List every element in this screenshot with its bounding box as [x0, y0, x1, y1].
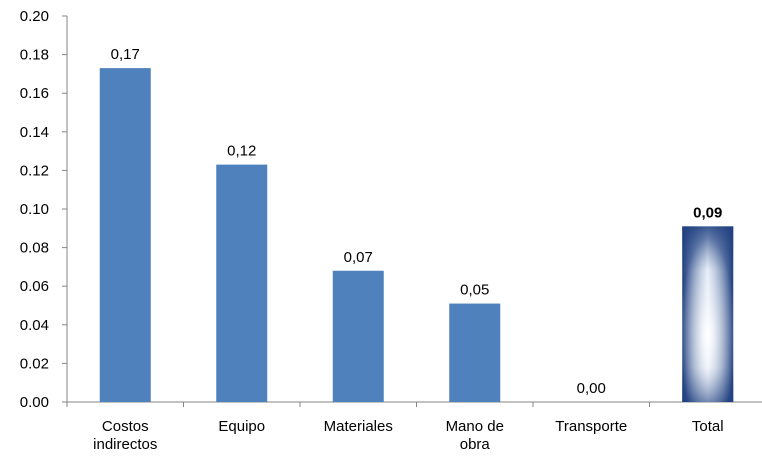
- y-tick-label: 0.20: [20, 8, 49, 25]
- data-labels: 0,17 0,12 0,07 0,05 0,00 0,09: [111, 46, 723, 397]
- y-axis: 0.00 0.02 0.04 0.06 0.08 0.10 0.12 0.14 0.16 0.18…: [20, 8, 762, 411]
- y-tick-label: 0.06: [20, 278, 49, 295]
- bar: [332, 270, 384, 402]
- y-tick-label: 0.16: [20, 85, 49, 102]
- bar: [216, 164, 268, 402]
- y-tick-label: 0.08: [20, 240, 49, 257]
- x-tick-label: Costos indirectos: [93, 418, 157, 453]
- x-tick-label: Total: [692, 418, 724, 435]
- y-tick-label: 0.10: [20, 201, 49, 218]
- x-axis: Costos indirectos Equipo Materiales Mano de o…: [93, 418, 723, 453]
- data-label: 0,17: [111, 46, 140, 63]
- data-label: 0,00: [577, 380, 606, 397]
- x-tick-label: Mano de obra: [446, 418, 504, 453]
- y-tick-label: 0.18: [20, 47, 49, 64]
- bar-total: [682, 226, 734, 402]
- y-tick-label: 0.04: [20, 317, 49, 334]
- x-tick-label: Transporte: [555, 418, 627, 435]
- y-tick-label: 0.12: [20, 162, 49, 179]
- y-tick-label: 0.00: [20, 394, 49, 411]
- bar: [99, 68, 151, 403]
- y-tick-label: 0.02: [20, 355, 49, 372]
- data-label: 0,05: [460, 282, 489, 299]
- y-tick-label: 0.14: [20, 124, 49, 141]
- data-label: 0,07: [344, 249, 373, 266]
- bars: [99, 68, 734, 403]
- data-label: 0,12: [227, 143, 256, 160]
- x-tick-label: Equipo: [218, 418, 265, 435]
- bar: [449, 303, 501, 402]
- x-tick-label: Materiales: [324, 418, 393, 435]
- data-label: 0,09: [693, 204, 722, 221]
